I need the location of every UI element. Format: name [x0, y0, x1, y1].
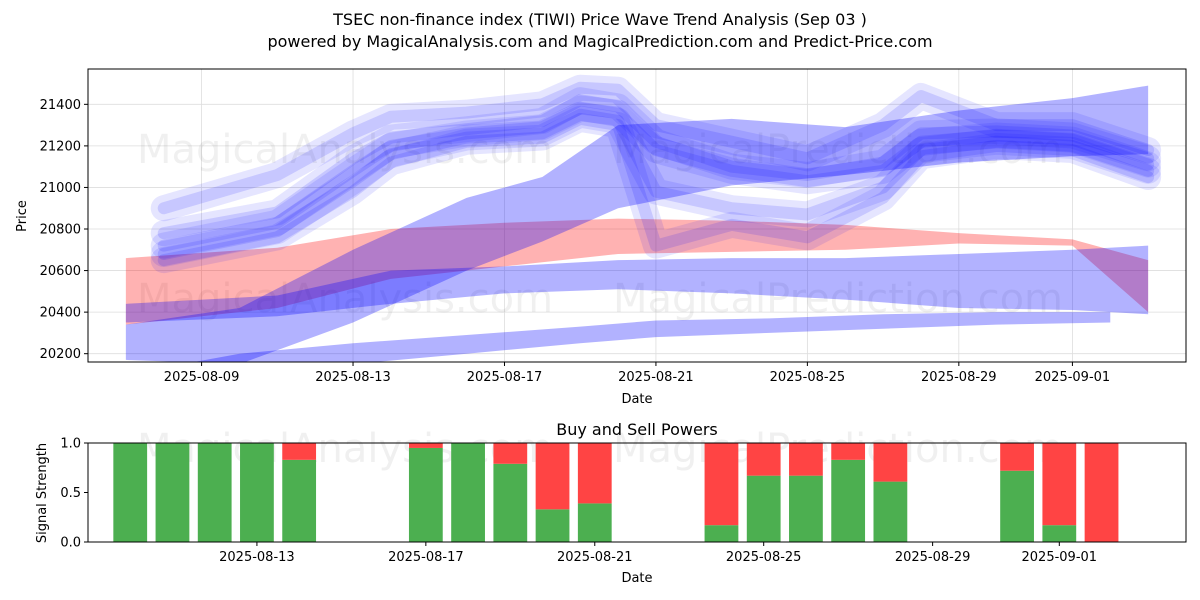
wave-line — [157, 108, 1155, 260]
buy-bar — [197, 443, 232, 542]
signal-chart: Buy and Sell Powers MagicalAnalysis.comM… — [35, 420, 1187, 586]
x-tick-label: 2025-08-13 — [315, 370, 391, 385]
sell-bar — [873, 443, 908, 482]
price-y-ticks: 20200 20400 20600 20800 21000 21200 21400 — [40, 98, 88, 362]
signal-y-label: Signal Strength — [35, 443, 50, 543]
signal-x-ticks: 2025-08-13 2025-08-17 2025-08-21 2025-08-25… — [219, 542, 1097, 565]
blue-trend-band — [125, 245, 1149, 323]
sell-bar — [535, 443, 570, 510]
x-tick-label: 2025-09-01 — [1035, 370, 1111, 385]
x-tick-label: 2025-08-17 — [388, 550, 464, 565]
sell-bar — [493, 443, 528, 464]
y-tick-label: 20600 — [40, 264, 81, 279]
buy-bar — [408, 447, 443, 542]
y-tick-label: 21200 — [40, 139, 81, 154]
wave-line — [150, 95, 1162, 259]
watermark: MagicalPrediction.com — [613, 276, 1063, 322]
x-tick-label: 2025-08-29 — [921, 370, 997, 385]
y-tick-label: 20800 — [40, 223, 81, 238]
buy-bar — [873, 481, 908, 542]
red-trend-band — [125, 218, 1149, 325]
price-chart: MagicalAnalysis.com MagicalPrediction.com… — [15, 68, 1187, 407]
wave-line — [157, 102, 1155, 252]
price-watermarks: MagicalAnalysis.com MagicalPrediction.com… — [137, 127, 1063, 322]
price-x-label: Date — [621, 392, 652, 407]
sell-bar — [408, 443, 443, 448]
buy-bar — [493, 463, 528, 542]
price-waves — [150, 74, 1162, 274]
price-grid — [88, 69, 1186, 362]
price-plot-frame — [87, 68, 1187, 363]
y-tick-label: 0.0 — [60, 536, 81, 551]
y-tick-label: 1.0 — [60, 437, 81, 452]
signal-chart-title: Buy and Sell Powers — [556, 420, 718, 439]
x-tick-label: 2025-08-29 — [895, 550, 971, 565]
buy-bar — [282, 459, 317, 542]
buy-bar — [155, 443, 190, 542]
watermark: MagicalAnalysis.com — [137, 127, 553, 173]
signal-bars — [113, 443, 1119, 542]
buy-bar — [704, 525, 739, 542]
buy-bar — [831, 459, 866, 542]
x-tick-label: 2025-08-17 — [467, 370, 543, 385]
wave-line — [157, 81, 1155, 215]
buy-bar — [451, 443, 485, 542]
buy-bar — [746, 475, 781, 542]
buy-bar — [535, 509, 570, 542]
blue-trend-band — [194, 312, 1111, 362]
chart-title: TSEC non-finance index (TIWI) Price Wave… — [333, 10, 867, 29]
buy-bar — [789, 475, 823, 542]
buy-bar — [577, 503, 612, 542]
wave-line — [150, 87, 1162, 247]
wave-line — [157, 112, 1155, 267]
price-y-label: Price — [15, 200, 30, 232]
x-tick-label: 2025-08-09 — [164, 370, 240, 385]
watermark: MagicalAnalysis.com — [137, 276, 553, 322]
x-tick-label: 2025-09-01 — [1022, 550, 1098, 565]
sell-bar — [789, 443, 823, 476]
buy-bar — [240, 443, 274, 542]
x-tick-label: 2025-08-21 — [618, 370, 694, 385]
blue-trend-band — [125, 85, 1149, 362]
sell-bar — [1000, 443, 1034, 471]
buy-bar — [113, 443, 148, 542]
chart-subtitle: powered by MagicalAnalysis.com and Magic… — [267, 32, 933, 51]
sell-bar — [282, 443, 317, 460]
y-tick-label: 20400 — [40, 306, 81, 321]
buy-bar — [1000, 470, 1034, 542]
x-tick-label: 2025-08-25 — [726, 550, 802, 565]
y-tick-label: 21000 — [40, 181, 81, 196]
x-tick-label: 2025-08-13 — [219, 550, 295, 565]
x-tick-label: 2025-08-25 — [770, 370, 846, 385]
y-tick-label: 21400 — [40, 98, 81, 113]
wave-line — [150, 74, 1162, 222]
y-tick-label: 20200 — [40, 347, 81, 362]
y-tick-label: 0.5 — [60, 486, 81, 501]
buy-bar — [1042, 525, 1077, 542]
sell-bar — [1042, 443, 1077, 526]
wave-line — [150, 101, 1162, 267]
sell-bar — [831, 443, 866, 460]
signal-x-label: Date — [621, 571, 652, 586]
price-x-ticks: 2025-08-09 2025-08-13 2025-08-17 2025-08-21… — [164, 362, 1110, 385]
wave-line — [157, 94, 1155, 240]
signal-y-ticks: 0.0 0.5 1.0 — [60, 437, 88, 551]
wave-line — [150, 105, 1162, 274]
sell-bar — [1084, 443, 1119, 542]
x-tick-label: 2025-08-21 — [557, 550, 633, 565]
sell-bar — [746, 443, 781, 476]
watermark: MagicalPrediction.com — [613, 127, 1063, 173]
sell-bar — [704, 443, 739, 526]
trend-bands — [125, 85, 1149, 362]
sell-bar — [577, 443, 612, 504]
